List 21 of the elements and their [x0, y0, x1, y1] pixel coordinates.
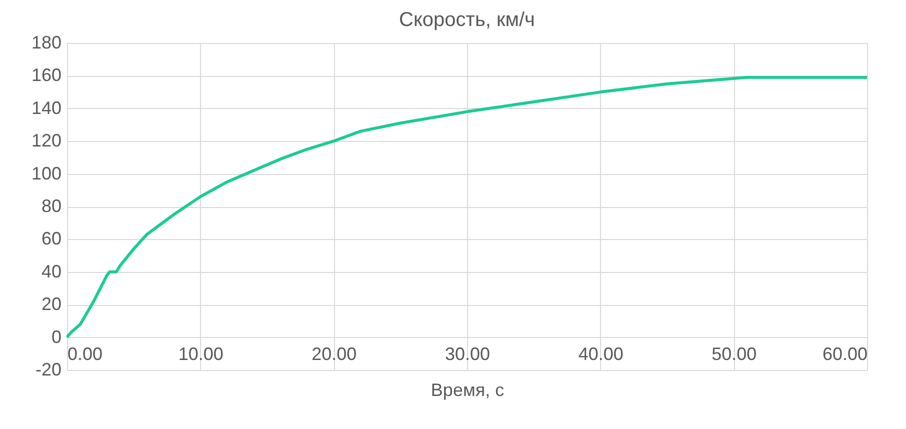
y-tick-label: 0 [51, 326, 62, 347]
y-tick-label: 20 [41, 294, 62, 314]
y-tick-label: 160 [31, 65, 62, 86]
x-tick-label: 60.00 [822, 344, 868, 364]
x-tick-label: 50.00 [712, 344, 757, 364]
x-tick-label: 40.00 [578, 344, 624, 364]
x-tick-label: 20.00 [312, 344, 357, 364]
y-tick-label: 40 [41, 261, 62, 282]
x-tick-label: 0.00 [68, 344, 103, 364]
line-series [66, 76, 868, 339]
y-tick-label: 140 [31, 98, 62, 118]
y-tick-label: 100 [31, 163, 62, 184]
y-tick-label: 180 [31, 32, 62, 52]
x-tick-label: 30.00 [444, 344, 490, 364]
y-tick-label: -20 [35, 360, 62, 380]
x-tick-label: 10.00 [178, 344, 224, 364]
x-axis-title: Время, с [430, 380, 504, 400]
y-tick-label: 80 [41, 196, 62, 216]
y-tick-label: 120 [31, 130, 62, 151]
y-tick-label: 60 [41, 228, 62, 249]
chart-title: Скорость, км/ч [399, 9, 535, 31]
